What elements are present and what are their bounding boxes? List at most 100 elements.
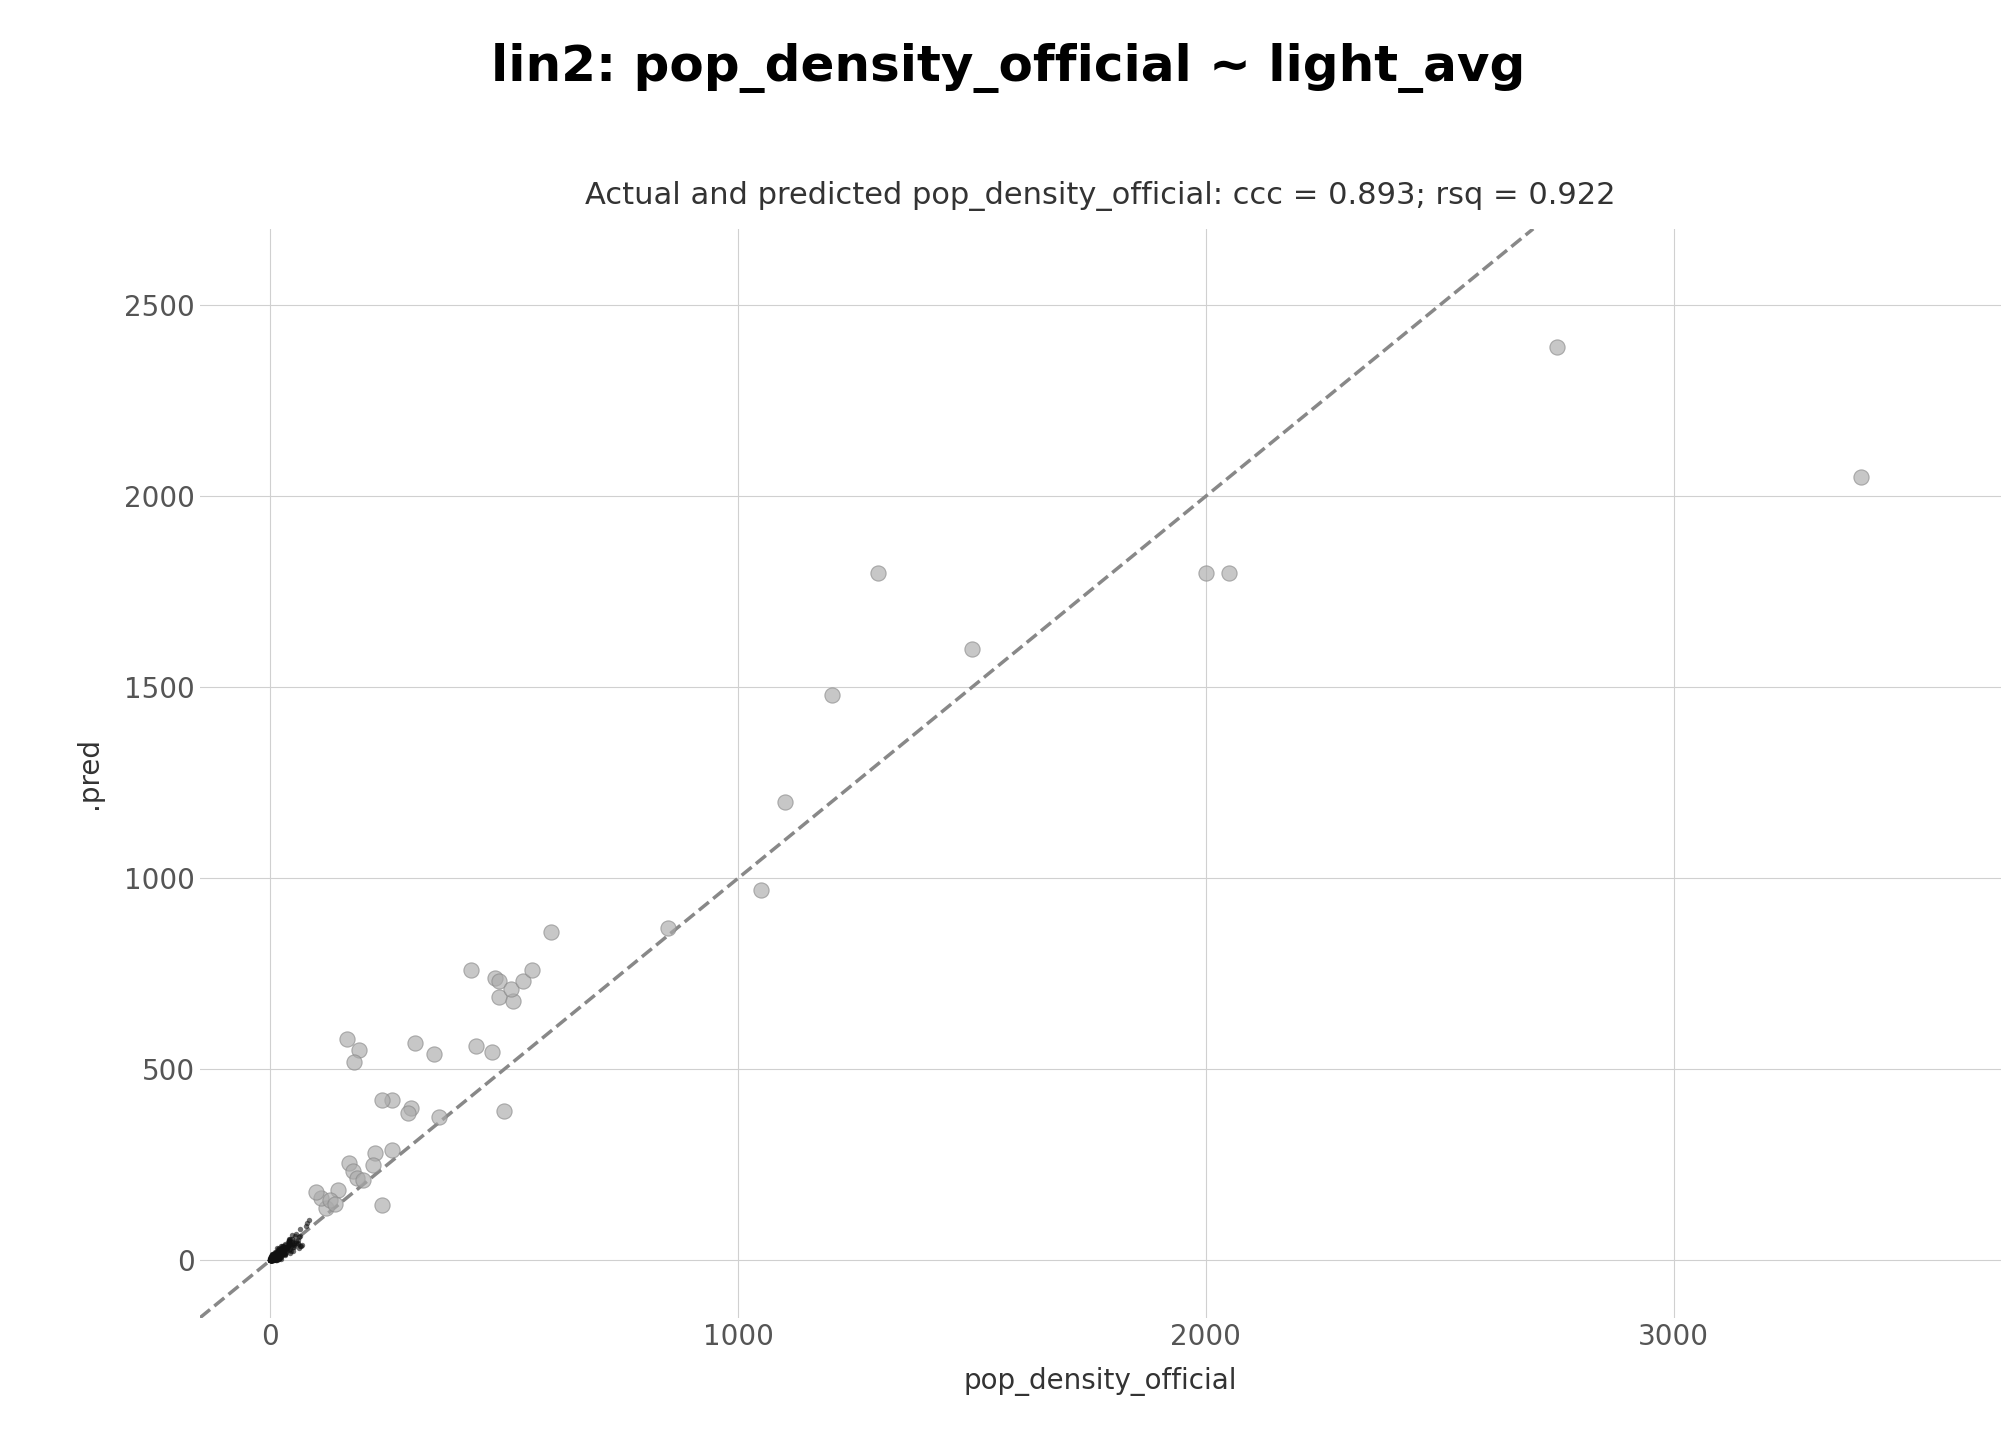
Point [256, 1248, 288, 1272]
Point [272, 1234, 304, 1257]
Point [278, 1236, 310, 1259]
Point [256, 1248, 288, 1272]
Point [274, 1238, 306, 1261]
Point [498, 989, 530, 1012]
Point [258, 1247, 290, 1270]
Point [367, 1089, 399, 1112]
Point [262, 1247, 294, 1270]
Point [460, 1035, 492, 1058]
Point [262, 1243, 294, 1266]
Point [266, 1240, 298, 1263]
Point [282, 1233, 314, 1256]
Point [256, 1243, 288, 1266]
Point [256, 1243, 288, 1266]
Point [256, 1246, 288, 1269]
Point [260, 1243, 292, 1266]
Point [264, 1244, 296, 1267]
Point [266, 1241, 298, 1264]
Point [256, 1247, 288, 1270]
Point [276, 1227, 308, 1250]
Point [347, 1169, 379, 1192]
Point [254, 1248, 286, 1272]
Point [256, 1246, 288, 1269]
Point [258, 1247, 290, 1270]
Point [260, 1246, 292, 1269]
Point [256, 1247, 288, 1270]
Point [256, 1248, 288, 1272]
Point [456, 959, 488, 982]
Point [256, 1248, 288, 1272]
Point [266, 1236, 298, 1259]
Title: Actual and predicted pop_density_official: ccc = 0.893; rsq = 0.922: Actual and predicted pop_density_officia… [585, 181, 1615, 210]
Point [256, 1248, 288, 1272]
Point [256, 1248, 288, 1272]
Point [274, 1227, 306, 1250]
Point [256, 1247, 288, 1270]
Point [264, 1237, 296, 1260]
Point [254, 1248, 286, 1272]
Point [258, 1246, 290, 1269]
Point [256, 1248, 288, 1272]
Point [260, 1240, 292, 1263]
Point [258, 1246, 290, 1269]
Point [254, 1248, 286, 1272]
Point [264, 1247, 296, 1270]
Point [276, 1224, 308, 1247]
Point [278, 1231, 310, 1254]
Point [262, 1240, 294, 1263]
Point [258, 1244, 290, 1267]
Point [258, 1247, 290, 1270]
Point [391, 1102, 423, 1125]
Point [264, 1244, 296, 1267]
Point [292, 1208, 325, 1231]
Point [256, 1248, 288, 1272]
Point [254, 1247, 286, 1270]
Point [254, 1247, 286, 1270]
Point [280, 1223, 312, 1246]
Point [266, 1237, 298, 1260]
Point [496, 978, 528, 1001]
Point [258, 1246, 290, 1269]
Point [534, 920, 566, 943]
Point [262, 1240, 294, 1263]
Point [270, 1236, 302, 1259]
Point [339, 1050, 371, 1073]
Point [300, 1181, 333, 1204]
Point [258, 1247, 290, 1270]
Point [272, 1236, 304, 1259]
Point [256, 1246, 288, 1269]
Point [254, 1247, 286, 1270]
Text: lin2: pop_density_official ~ light_avg: lin2: pop_density_official ~ light_avg [490, 43, 1526, 94]
Point [270, 1236, 302, 1259]
Point [863, 562, 895, 585]
Point [359, 1142, 391, 1165]
Point [260, 1243, 292, 1266]
Point [264, 1238, 296, 1261]
Point [256, 1246, 288, 1269]
Point [488, 1100, 520, 1123]
Point [258, 1247, 290, 1270]
Point [270, 1243, 302, 1266]
Point [256, 1248, 288, 1272]
Point [256, 1247, 288, 1270]
Point [254, 1248, 286, 1272]
Point [254, 1248, 286, 1272]
Point [323, 1178, 355, 1201]
Point [375, 1089, 407, 1112]
Point [266, 1234, 298, 1257]
Point [256, 1243, 288, 1266]
Point [256, 1247, 288, 1270]
Point [260, 1241, 292, 1264]
Point [264, 1238, 296, 1261]
Point [262, 1237, 294, 1260]
Point [276, 1233, 308, 1256]
Point [256, 1247, 288, 1270]
Point [1540, 336, 1572, 359]
Point [258, 1244, 290, 1267]
Point [1845, 465, 1877, 488]
Point [254, 1247, 286, 1270]
Point [423, 1106, 456, 1129]
Point [1189, 562, 1222, 585]
Point [256, 1247, 288, 1270]
Point [272, 1234, 304, 1257]
